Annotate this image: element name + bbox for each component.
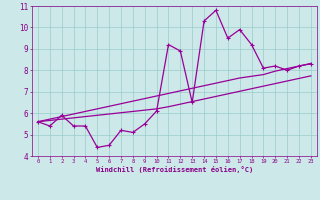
X-axis label: Windchill (Refroidissement éolien,°C): Windchill (Refroidissement éolien,°C) xyxy=(96,166,253,173)
